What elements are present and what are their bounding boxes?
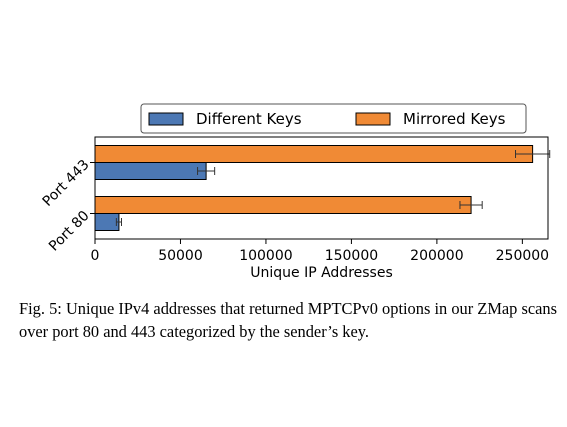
x-tick-label: 200000 <box>410 248 463 264</box>
figure-caption: Fig. 5: Unique IPv4 addresses that retur… <box>19 299 557 341</box>
y-tick-label: Port 80 <box>46 208 93 255</box>
bar-chart: Different Keys Mirrored Keys Port 80Port … <box>40 103 551 281</box>
legend-frame <box>140 103 527 134</box>
bar-port-80-mirrored-keys <box>94 196 472 214</box>
x-tick-label: 100000 <box>239 248 292 264</box>
x-tick-label: 150000 <box>325 248 378 264</box>
chart-legend: Different Keys Mirrored Keys <box>140 103 527 134</box>
legend-swatch-different-keys <box>148 112 184 126</box>
legend-label-mirrored-keys: Mirrored Keys <box>403 110 506 128</box>
x-tick-label: 50000 <box>158 248 203 264</box>
x-axis-label: Unique IP Addresses <box>250 265 393 281</box>
bar-port-80-different-keys <box>94 213 120 231</box>
legend-swatch-mirrored-keys <box>355 112 391 126</box>
legend-label-different-keys: Different Keys <box>196 110 302 128</box>
bar-port-443-different-keys <box>94 162 207 180</box>
bars-group <box>94 145 551 231</box>
x-tick-label: 0 <box>91 248 100 264</box>
x-tick-label: 250000 <box>496 248 549 264</box>
bar-port-443-mirrored-keys <box>94 145 534 163</box>
y-tick-label: Port 443 <box>40 157 93 210</box>
plot-frame <box>94 136 549 240</box>
